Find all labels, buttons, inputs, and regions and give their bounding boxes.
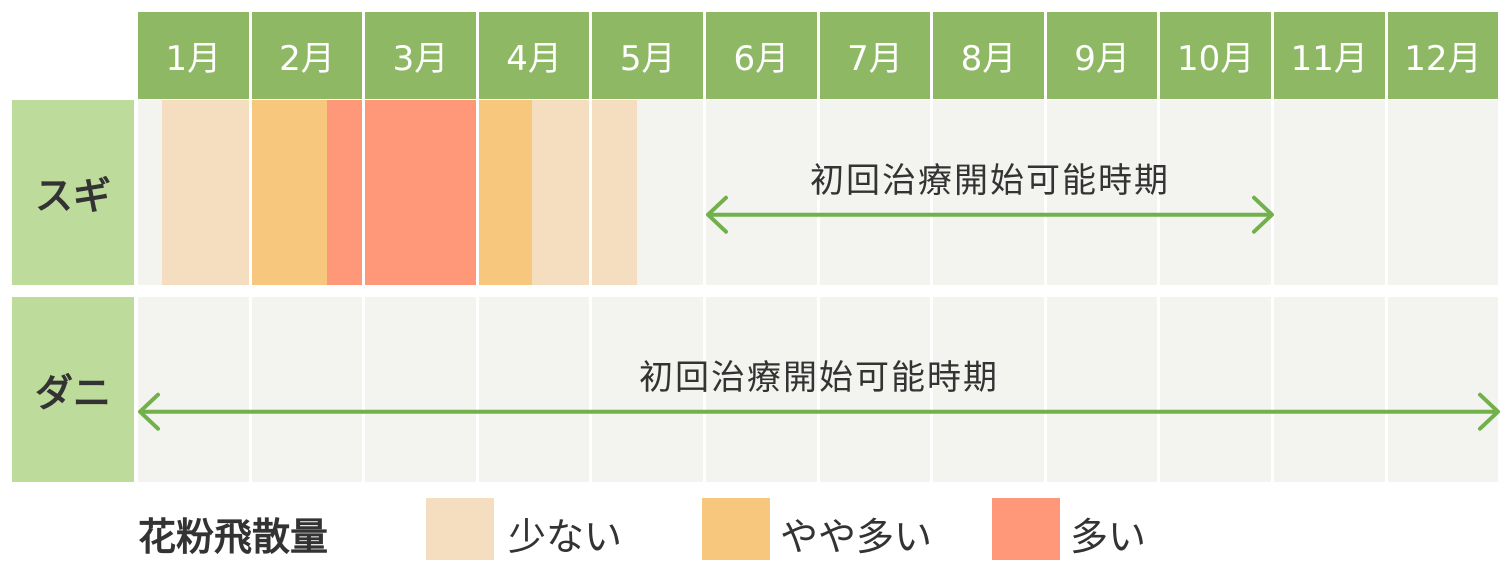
grid-cell [365, 297, 476, 482]
grid-cell [819, 297, 931, 482]
grid-cell [478, 297, 590, 482]
grid-cell [1160, 297, 1271, 482]
grid-cell [138, 297, 249, 482]
grid-cell [819, 100, 931, 285]
month-header: 8月 [933, 12, 1044, 99]
grid-cell [251, 297, 363, 482]
month-header: 12月 [1387, 12, 1499, 99]
grid-cell [1160, 100, 1271, 285]
pollen-bar-low [592, 100, 637, 285]
month-header: 7月 [819, 12, 931, 99]
legend-swatch-high [992, 498, 1060, 560]
pollen-bar-low [531, 100, 590, 285]
legend-label-low: 少ない [508, 515, 623, 559]
pollen-bar-high [365, 100, 476, 285]
month-header: 6月 [706, 12, 817, 99]
row-label: ダニ [12, 297, 134, 482]
pollen-bar-low [162, 100, 249, 285]
pollen-bar-high [326, 100, 363, 285]
period-label: 初回治療開始可能時期 [639, 357, 999, 398]
month-header: 11月 [1274, 12, 1385, 99]
grid-cell [592, 297, 703, 482]
month-header: 1月 [138, 12, 249, 99]
grid-cell [706, 297, 817, 482]
month-header: 9月 [1046, 12, 1158, 99]
month-header: 2月 [251, 12, 363, 99]
grid-cell [1046, 297, 1158, 482]
grid-cell [706, 100, 817, 285]
month-header: 4月 [478, 12, 590, 99]
legend-swatch-low [426, 498, 494, 560]
period-label: 初回治療開始可能時期 [810, 160, 1170, 201]
legend-swatch-medium [702, 498, 770, 560]
grid-cell [933, 100, 1044, 285]
grid-cell [1274, 297, 1385, 482]
month-header: 10月 [1160, 12, 1271, 99]
grid-cell [1387, 100, 1499, 285]
grid-cell [1274, 100, 1385, 285]
grid-cell [933, 297, 1044, 482]
row-label: スギ [12, 100, 134, 285]
grid-cell [1046, 100, 1158, 285]
pollen-bar-medium [478, 100, 532, 285]
month-header: 3月 [365, 12, 476, 99]
legend-title: 花粉飛散量 [138, 515, 329, 559]
legend-label-medium: やや多い [780, 515, 933, 559]
month-header: 5月 [592, 12, 703, 99]
grid-cell [1387, 297, 1499, 482]
pollen-bar-medium [251, 100, 327, 285]
legend-label-high: 多い [1070, 515, 1147, 559]
